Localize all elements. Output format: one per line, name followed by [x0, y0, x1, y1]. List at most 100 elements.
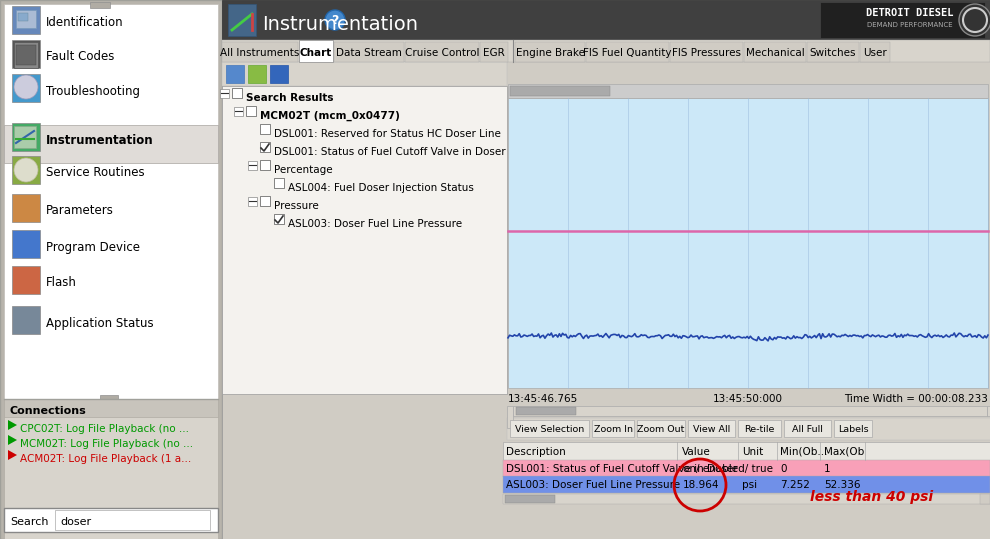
- Text: DSL001: Status of Fuel Cutoff Valve in Doser: DSL001: Status of Fuel Cutoff Valve in D…: [274, 147, 506, 157]
- Bar: [688, 420, 736, 437]
- Text: Search: Search: [10, 517, 49, 527]
- Bar: [55, 510, 210, 530]
- Text: Connections: Connections: [10, 406, 87, 416]
- Bar: [4, 399, 218, 417]
- Bar: [12, 123, 40, 151]
- Bar: [90, 2, 110, 8]
- Bar: [638, 420, 685, 437]
- Text: doser: doser: [60, 517, 91, 527]
- Bar: [248, 65, 266, 83]
- Text: Switches: Switches: [810, 48, 856, 58]
- Bar: [232, 88, 242, 98]
- Text: Application Status: Application Status: [46, 316, 153, 329]
- Bar: [515, 42, 585, 62]
- Bar: [507, 418, 990, 440]
- Bar: [222, 62, 507, 86]
- Text: Max(Ob: Max(Ob: [824, 447, 864, 457]
- Text: MCM02T: Log File Playback (no ...: MCM02T: Log File Playback (no ...: [20, 439, 193, 449]
- Bar: [260, 196, 270, 206]
- Text: 13:45:46.765: 13:45:46.765: [508, 394, 578, 404]
- Bar: [299, 40, 333, 62]
- Bar: [334, 42, 404, 62]
- Bar: [507, 406, 513, 428]
- Bar: [835, 420, 871, 437]
- Text: Description: Description: [506, 447, 565, 457]
- Bar: [503, 494, 990, 504]
- Bar: [12, 74, 40, 102]
- Bar: [784, 420, 832, 437]
- Bar: [670, 42, 743, 62]
- Bar: [860, 42, 890, 62]
- Bar: [12, 6, 40, 34]
- Text: ASL003: Doser Fuel Line Pressure: ASL003: Doser Fuel Line Pressure: [288, 219, 462, 229]
- Text: Troubleshooting: Troubleshooting: [46, 85, 140, 98]
- Bar: [510, 86, 610, 96]
- Text: Time Width = 00:00:08.233: Time Width = 00:00:08.233: [844, 394, 988, 404]
- Text: CPC02T: Log File Playback (no ...: CPC02T: Log File Playback (no ...: [20, 424, 189, 434]
- Bar: [222, 40, 990, 62]
- Bar: [508, 84, 988, 98]
- Bar: [513, 406, 987, 416]
- Bar: [4, 4, 218, 399]
- Bar: [220, 89, 229, 98]
- Text: DSL001: Reserved for Status HC Doser Line: DSL001: Reserved for Status HC Doser Lin…: [274, 129, 501, 139]
- Bar: [480, 42, 508, 62]
- Text: Pressure: Pressure: [274, 201, 319, 211]
- Bar: [508, 98, 988, 388]
- Circle shape: [959, 4, 990, 36]
- Circle shape: [14, 75, 38, 99]
- Bar: [274, 178, 284, 188]
- Bar: [222, 86, 507, 394]
- Bar: [12, 266, 40, 294]
- Bar: [807, 42, 859, 62]
- Text: Percentage: Percentage: [274, 165, 333, 175]
- Text: Service Routines: Service Routines: [46, 167, 145, 179]
- Bar: [226, 65, 244, 83]
- Text: View All: View All: [693, 425, 731, 434]
- Text: Cruise Control: Cruise Control: [405, 48, 479, 58]
- Bar: [16, 45, 36, 65]
- Bar: [820, 2, 985, 38]
- Text: less than 40 psi: less than 40 psi: [810, 490, 934, 504]
- Bar: [12, 194, 40, 222]
- Bar: [270, 65, 288, 83]
- Text: Fault Codes: Fault Codes: [46, 51, 115, 64]
- Text: ?: ?: [332, 13, 339, 26]
- Text: 13:45:50:000: 13:45:50:000: [713, 394, 783, 404]
- Bar: [4, 125, 218, 163]
- Text: Identification: Identification: [46, 17, 124, 30]
- Text: DSL001: Status of Fuel Cutoff Valve in Doser: DSL001: Status of Fuel Cutoff Valve in D…: [506, 464, 738, 474]
- Circle shape: [325, 10, 345, 30]
- Bar: [260, 124, 270, 134]
- Text: DETROIT DIESEL: DETROIT DIESEL: [866, 8, 953, 18]
- Text: Mechanical: Mechanical: [745, 48, 804, 58]
- Bar: [4, 399, 218, 539]
- Text: Parameters: Parameters: [46, 204, 114, 218]
- Bar: [228, 4, 256, 36]
- Bar: [222, 42, 298, 62]
- Bar: [234, 107, 243, 116]
- Bar: [987, 406, 990, 416]
- Bar: [222, 0, 990, 539]
- Bar: [248, 197, 257, 206]
- Bar: [100, 395, 118, 403]
- Text: 1: 1: [824, 464, 831, 474]
- Text: Instrumentation: Instrumentation: [46, 134, 153, 147]
- Bar: [516, 407, 576, 415]
- Text: ASL004: Fuel Doser Injection Status: ASL004: Fuel Doser Injection Status: [288, 183, 474, 193]
- Text: 52.336: 52.336: [824, 480, 860, 490]
- Bar: [12, 306, 40, 334]
- Bar: [510, 420, 589, 437]
- Text: 7.252: 7.252: [780, 480, 810, 490]
- Bar: [405, 42, 479, 62]
- Bar: [586, 42, 669, 62]
- Bar: [744, 42, 806, 62]
- Text: User: User: [863, 48, 887, 58]
- Polygon shape: [8, 420, 17, 430]
- Text: psi: psi: [742, 480, 757, 490]
- Text: Min(Ob...: Min(Ob...: [780, 447, 828, 457]
- Bar: [503, 442, 990, 460]
- Circle shape: [14, 158, 38, 182]
- Bar: [14, 42, 38, 68]
- Text: on/ enabled/ true: on/ enabled/ true: [683, 464, 773, 474]
